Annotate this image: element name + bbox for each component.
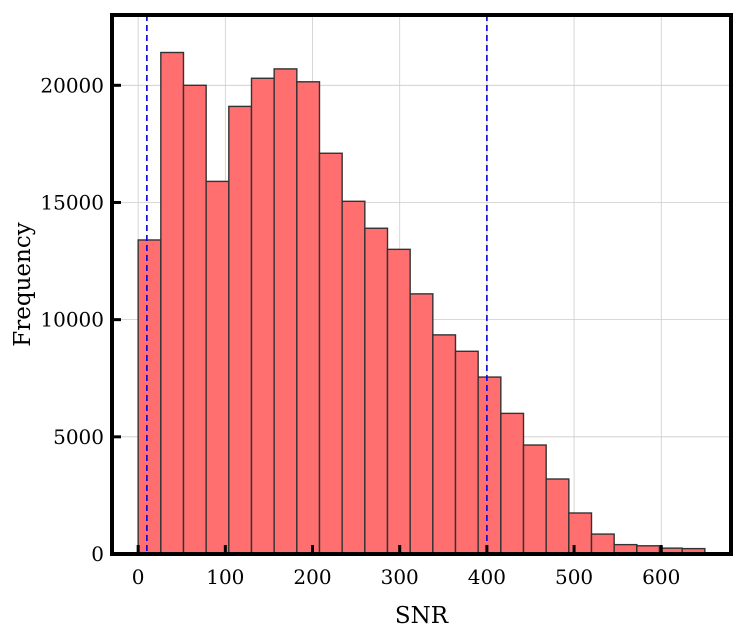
x-tick-label: 0 bbox=[132, 565, 145, 589]
histogram-bar bbox=[568, 512, 593, 555]
histogram-bar bbox=[182, 84, 207, 555]
histogram-bar bbox=[545, 478, 570, 555]
y-tick-label: 20000 bbox=[40, 73, 104, 97]
y-tick-label: 10000 bbox=[40, 308, 104, 332]
histogram-bar bbox=[341, 200, 366, 555]
x-tick-labels: 0 100 200 300 400 500 600 bbox=[132, 565, 681, 589]
histogram-bar bbox=[364, 227, 389, 555]
histogram-bar bbox=[137, 239, 162, 555]
histogram-bar bbox=[454, 350, 479, 555]
y-tick-label: 0 bbox=[91, 542, 104, 566]
x-tick-label: 600 bbox=[642, 565, 680, 589]
histogram-bar bbox=[250, 77, 275, 555]
x-tick-label: 200 bbox=[293, 565, 331, 589]
x-tick-label: 500 bbox=[555, 565, 593, 589]
histogram-bars bbox=[137, 51, 706, 555]
histogram-bar bbox=[590, 533, 615, 555]
y-tick-label: 5000 bbox=[53, 425, 104, 449]
y-tick-label: 15000 bbox=[40, 190, 104, 214]
histogram-bar bbox=[160, 51, 185, 555]
histogram-bar bbox=[500, 412, 525, 555]
plot-frame bbox=[110, 13, 733, 556]
histogram-bar bbox=[318, 152, 343, 555]
x-axis-label: SNR bbox=[395, 603, 449, 629]
x-tick-label: 100 bbox=[206, 565, 244, 589]
histogram-bar bbox=[205, 180, 230, 555]
y-axis-label: Frequency bbox=[10, 222, 36, 346]
x-tick-label: 300 bbox=[381, 565, 419, 589]
histogram-bar bbox=[296, 81, 321, 555]
histogram-bar bbox=[409, 293, 434, 555]
x-tick-label: 400 bbox=[468, 565, 506, 589]
y-tick-labels: 0 5000 10000 15000 20000 bbox=[40, 73, 104, 566]
histogram-bar bbox=[432, 334, 457, 555]
histogram-bar bbox=[522, 444, 547, 555]
histogram-bar bbox=[273, 68, 298, 555]
histogram-bar bbox=[386, 248, 411, 555]
axis-ticks bbox=[112, 83, 663, 556]
histogram-bar bbox=[228, 105, 253, 555]
histogram-bar bbox=[477, 376, 502, 555]
